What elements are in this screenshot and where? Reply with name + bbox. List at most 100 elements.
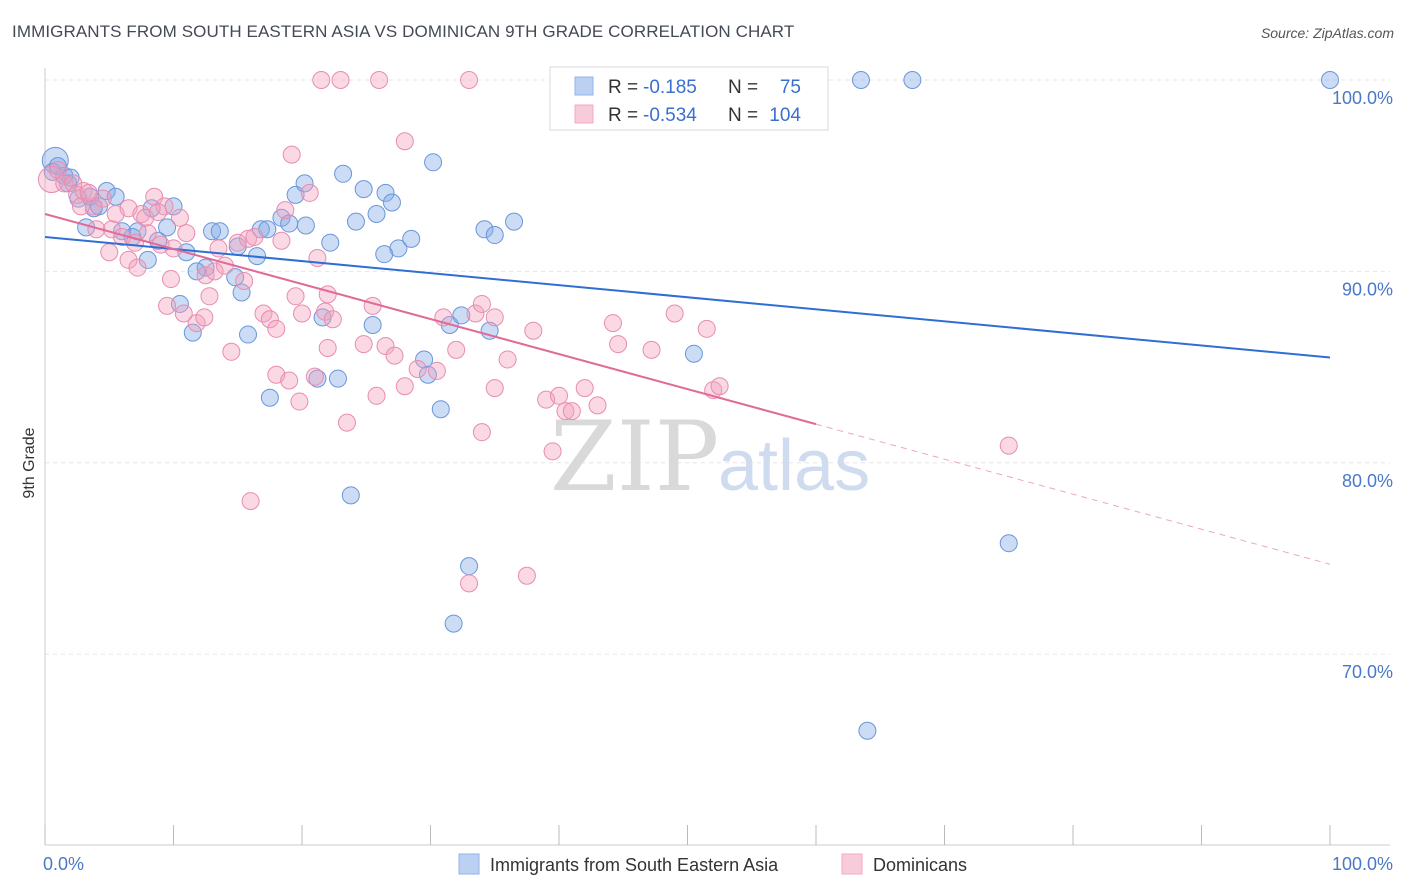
point-dominicans (276, 201, 295, 220)
point-immigrants (296, 216, 315, 235)
point-dominicans (460, 574, 479, 593)
point-dominicans (316, 302, 335, 321)
point-dominicans (312, 71, 331, 89)
point-dominicans (282, 145, 301, 164)
legend-r-value: -0.534 (643, 105, 697, 126)
point-dominicans (543, 442, 562, 461)
point-dominicans (300, 183, 319, 202)
point-dominicans (170, 208, 189, 227)
point-immigrants (187, 262, 206, 281)
point-dominicans (222, 342, 241, 361)
point-immigrants (334, 164, 353, 183)
point-dominicans (100, 243, 119, 262)
point-dominicans (609, 335, 628, 354)
point-immigrants (460, 557, 479, 576)
point-immigrants (183, 323, 202, 342)
trend-line-dominicans-extension (815, 423, 1331, 565)
point-immigrants (505, 212, 524, 231)
point-dominicans (710, 377, 729, 396)
point-immigrants (475, 220, 494, 239)
point-immigrants (389, 239, 408, 258)
point-dominicans (550, 386, 568, 405)
point-dominicans (485, 308, 504, 327)
point-dominicans (245, 227, 264, 246)
trend-line-dominicans (44, 213, 817, 426)
legend-series-label: Dominicans (873, 855, 967, 875)
legend-n-value: 104 (769, 105, 801, 126)
point-immigrants (308, 369, 327, 388)
point-immigrants (226, 268, 245, 287)
point-immigrants (452, 306, 471, 325)
point-immigrants (903, 71, 922, 89)
legend-swatch (841, 853, 863, 875)
point-dominicans (158, 296, 177, 315)
point-immigrants (354, 180, 373, 199)
point-immigrants (851, 71, 870, 89)
watermark-atlas: atlas (718, 426, 870, 506)
point-immigrants (444, 614, 463, 633)
point-immigrants (1321, 71, 1339, 89)
point-dominicans (64, 174, 83, 193)
point-immigrants (367, 204, 386, 223)
point-dominicans (196, 266, 215, 285)
point-dominicans (125, 233, 144, 252)
point-immigrants (203, 222, 222, 241)
point-dominicans (354, 335, 373, 354)
point-immigrants (210, 222, 229, 241)
correlation-legend: R = -0.185 N = 75 R = -0.534 N = 104 (549, 66, 829, 131)
point-dominicans (128, 258, 147, 277)
chart-title: IMMIGRANTS FROM SOUTH EASTERN ASIA VS DO… (12, 22, 795, 41)
point-dominicans (79, 183, 98, 202)
y-tick-label: 90.0% (1342, 279, 1393, 299)
legend-r-label: R = (608, 77, 638, 98)
point-dominicans (305, 367, 324, 386)
point-immigrants (346, 212, 365, 231)
legend-swatch (574, 76, 594, 96)
point-dominicans (370, 71, 389, 89)
point-dominicans (174, 304, 193, 323)
legend-n-label: N = (728, 77, 758, 98)
x-tick-labels: 0.0% 100.0% (43, 854, 1393, 874)
point-dominicans (447, 340, 466, 359)
point-immigrants (295, 174, 314, 193)
point-dominicans (376, 337, 395, 356)
x-tick-label: 0.0% (43, 854, 84, 874)
point-immigrants (321, 233, 340, 252)
point-immigrants (48, 157, 67, 176)
point-immigrants (415, 350, 434, 369)
point-dominicans (37, 166, 65, 194)
point-dominicans (195, 308, 214, 327)
point-dominicans (241, 492, 260, 511)
point-immigrants (684, 344, 703, 363)
point-dominicans (665, 304, 684, 323)
x-tick-label: 100.0% (1332, 854, 1393, 874)
point-immigrants (376, 183, 395, 202)
legend-n-value: 75 (780, 77, 801, 98)
point-immigrants (260, 388, 279, 407)
legend-n-label: N = (728, 105, 758, 126)
trend-line-immigrants (44, 235, 1331, 359)
point-dominicans (603, 314, 622, 333)
point-dominicans (84, 197, 103, 216)
point-dominicans (205, 262, 224, 281)
point-dominicans (337, 413, 356, 432)
point-immigrants (363, 315, 382, 334)
point-dominicans (575, 379, 594, 398)
point-dominicans (472, 423, 491, 442)
point-immigrants (999, 534, 1018, 553)
point-immigrants (138, 250, 157, 269)
chart-source: Source: ZipAtlas.com (1260, 25, 1394, 41)
point-dominicans (556, 402, 575, 421)
series-legend: Immigrants from South Eastern Asia Domini… (458, 853, 967, 875)
point-immigrants (196, 258, 215, 277)
point-dominicans (318, 338, 337, 357)
point-dominicans (395, 377, 414, 396)
point-dominicans (562, 402, 581, 421)
point-immigrants (158, 218, 177, 237)
watermark-zip: ZIP (550, 401, 719, 513)
point-dominicans (149, 203, 168, 222)
point-dominicans (280, 371, 299, 390)
point-immigrants (402, 229, 421, 248)
point-dominicans (228, 233, 247, 252)
